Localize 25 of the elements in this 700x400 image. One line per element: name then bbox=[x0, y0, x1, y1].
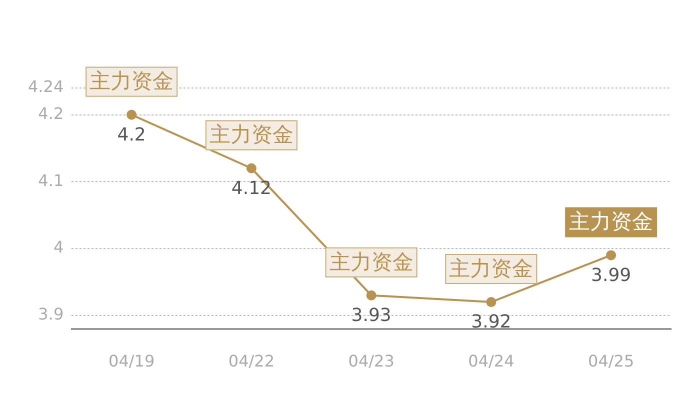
data-label: 3.99 bbox=[591, 264, 632, 286]
annotation: 主力资金 bbox=[449, 256, 534, 280]
x-tick-label: 04/23 bbox=[348, 352, 394, 371]
x-tick-label: 04/19 bbox=[108, 352, 155, 371]
point bbox=[366, 290, 376, 300]
y-tick-label: 3.9 bbox=[38, 304, 64, 324]
y-tick-label: 4 bbox=[53, 238, 64, 257]
y-tick-label: 4.1 bbox=[38, 170, 64, 190]
x-tick-label: 04/24 bbox=[468, 352, 514, 371]
annotation: 主力资金 bbox=[329, 250, 414, 274]
data-label: 3.93 bbox=[351, 305, 392, 326]
annotation: 主力资金 bbox=[90, 69, 174, 94]
annotation: 主力资金 bbox=[569, 210, 654, 234]
x-tick-label: 04/25 bbox=[588, 352, 634, 371]
point bbox=[246, 163, 256, 174]
point bbox=[486, 297, 496, 308]
y-tick-label: 4.2 bbox=[38, 104, 64, 123]
annotation: 主力资金 bbox=[209, 122, 294, 147]
point bbox=[606, 250, 616, 260]
x-tick-label: 04/22 bbox=[228, 352, 274, 371]
y-tick-label: 4.24 bbox=[28, 77, 64, 96]
data-label: 3.92 bbox=[471, 312, 512, 333]
point bbox=[126, 110, 137, 120]
data-label: 4.2 bbox=[117, 124, 146, 146]
data-label: 4.12 bbox=[231, 178, 272, 199]
